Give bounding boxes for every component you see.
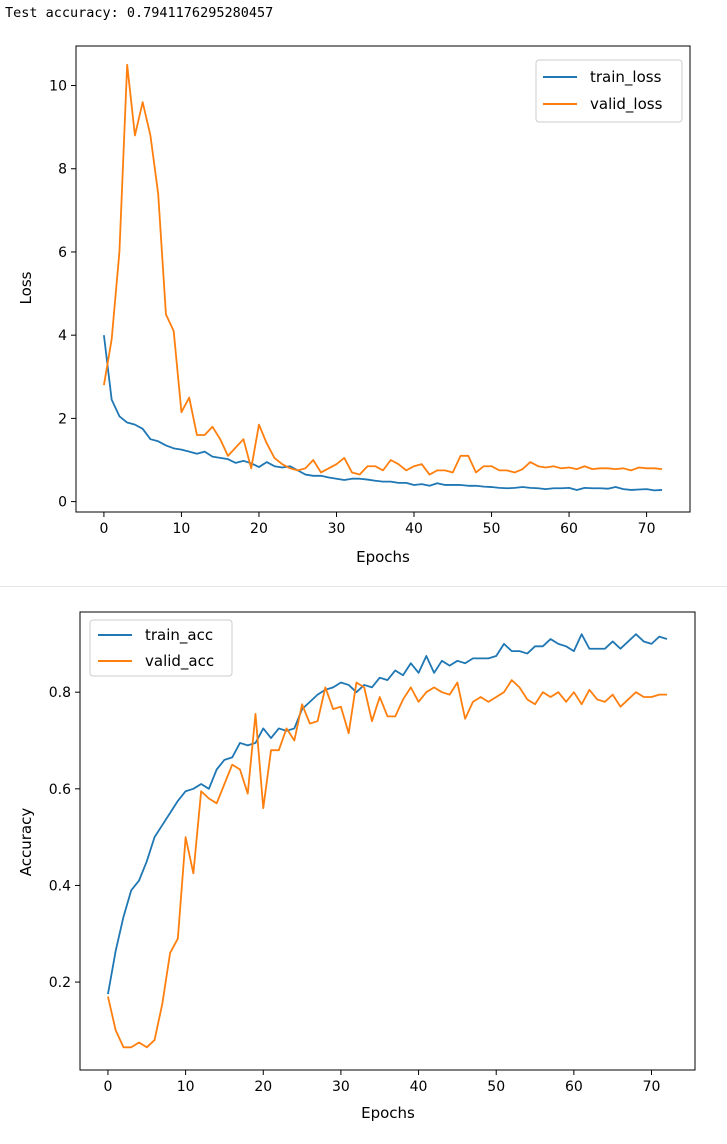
loss-xtick-label: 0 bbox=[99, 521, 108, 537]
loss-xtick-label: 30 bbox=[328, 521, 346, 537]
accuracy-xtick-label: 60 bbox=[565, 1079, 583, 1095]
loss-xtick-label: 50 bbox=[483, 521, 501, 537]
accuracy-ylabel: Accuracy bbox=[17, 808, 35, 877]
accuracy-xlabel: Epochs bbox=[361, 1104, 415, 1122]
loss-xtick-label: 70 bbox=[638, 521, 656, 537]
loss-chart: 0 10 20 30 40 50 60 70 0 2 4 6 8 10 Epochs Loss trai… bbox=[17, 45, 691, 566]
accuracy-xtick-label: 70 bbox=[643, 1079, 661, 1095]
loss-series-train-loss-line bbox=[103, 335, 663, 492]
accuracy-ytick-label: 0.8 bbox=[49, 685, 71, 701]
loss-xtick-label: 60 bbox=[560, 521, 578, 537]
accuracy-ytick-label: 0.4 bbox=[49, 878, 71, 894]
legend-train-loss-label: train_loss bbox=[590, 68, 662, 87]
accuracy-xtick-label: 20 bbox=[254, 1079, 272, 1095]
loss-ylabel: Loss bbox=[17, 271, 35, 304]
loss-ytick-label: 0 bbox=[58, 495, 67, 511]
accuracy-xtick-label: 10 bbox=[177, 1079, 195, 1095]
test-accuracy-output: Test accuracy: 0.7941176295280457 bbox=[5, 5, 274, 21]
loss-ytick-label: 6 bbox=[58, 245, 67, 261]
loss-series-valid-loss-line bbox=[103, 63, 663, 476]
legend-train-acc-label: train_acc bbox=[145, 626, 213, 645]
loss-ytick-label: 8 bbox=[58, 162, 67, 178]
accuracy-ytick-label: 0.6 bbox=[49, 782, 71, 798]
accuracy-xtick-label: 30 bbox=[332, 1079, 350, 1095]
accuracy-xtick-label: 40 bbox=[410, 1079, 428, 1095]
loss-xtick-label: 40 bbox=[405, 521, 423, 537]
accuracy-legend: train_acc valid_acc bbox=[89, 619, 233, 677]
loss-ytick-label: 2 bbox=[58, 411, 67, 427]
accuracy-xtick-label: 0 bbox=[103, 1079, 112, 1095]
legend-valid-loss-label: valid_loss bbox=[590, 95, 663, 114]
loss-ytick-label: 10 bbox=[49, 79, 67, 95]
accuracy-plot-area bbox=[79, 611, 696, 1071]
loss-ytick-label: 4 bbox=[58, 328, 67, 344]
accuracy-ytick-label: 0.2 bbox=[49, 975, 71, 991]
loss-legend: train_loss valid_loss bbox=[535, 59, 683, 123]
loss-xtick-label: 20 bbox=[250, 521, 268, 537]
loss-plot-area bbox=[75, 45, 691, 513]
accuracy-series-valid-acc-line bbox=[107, 679, 668, 1049]
legend-valid-acc-label: valid_acc bbox=[145, 652, 214, 671]
accuracy-xtick-label: 50 bbox=[487, 1079, 505, 1095]
chart-divider bbox=[0, 586, 727, 587]
loss-xtick-label: 10 bbox=[173, 521, 191, 537]
accuracy-series-train-acc-line bbox=[107, 633, 668, 995]
loss-xlabel: Epochs bbox=[356, 548, 410, 566]
